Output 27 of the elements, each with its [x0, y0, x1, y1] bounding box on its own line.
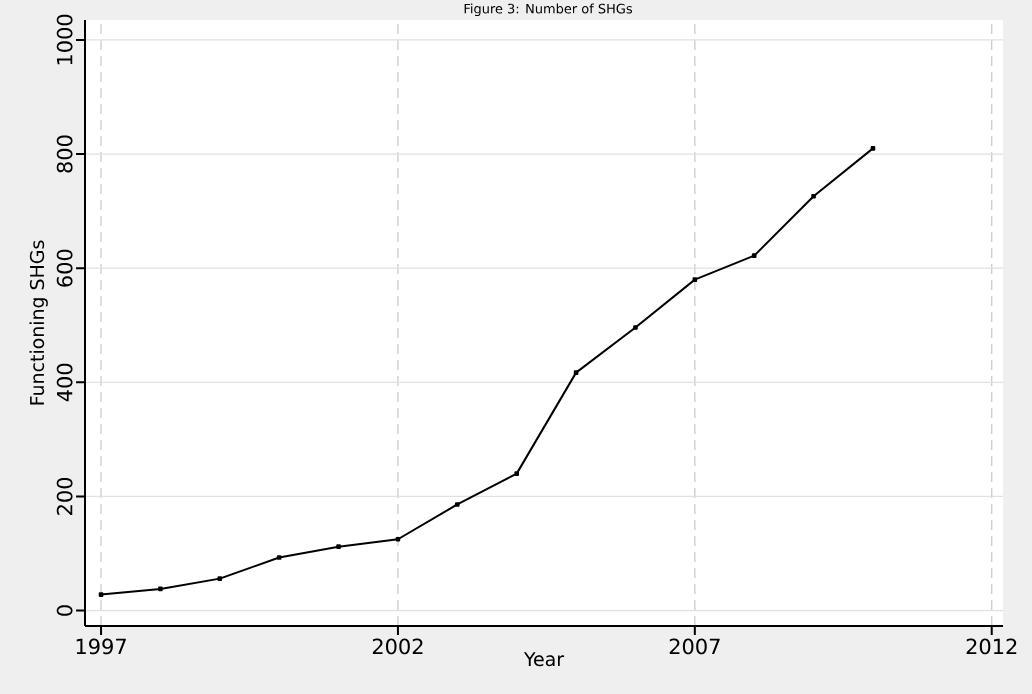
point — [217, 576, 223, 581]
point — [573, 370, 579, 375]
point — [336, 544, 341, 549]
y-tick-label: 400 — [56, 363, 73, 402]
x-tick-label: 1997 — [76, 638, 126, 655]
x-axis-title: Year — [523, 652, 565, 667]
point — [811, 194, 816, 199]
point — [158, 586, 163, 592]
y-tick-label: 0 — [56, 605, 73, 616]
point — [395, 536, 401, 542]
point — [455, 502, 460, 507]
y-tick-label: 1000 — [56, 14, 73, 65]
point — [751, 253, 757, 258]
y-tick-label: 600 — [56, 249, 73, 287]
x-tick-label: 2002 — [372, 638, 423, 655]
point — [276, 555, 282, 560]
y-tick-label: 200 — [56, 477, 73, 515]
y-axis-title: Functioning SHGs — [29, 240, 48, 405]
chart-title: Figure 3: Number of SHGs — [464, 3, 632, 17]
point — [98, 592, 104, 597]
point — [870, 146, 876, 151]
point — [692, 277, 698, 282]
point — [633, 325, 638, 330]
y-tick-label: 800 — [56, 135, 73, 173]
x-tick-label: 2007 — [669, 638, 720, 655]
point — [514, 471, 519, 476]
x-tick-label: 2012 — [966, 638, 1017, 655]
